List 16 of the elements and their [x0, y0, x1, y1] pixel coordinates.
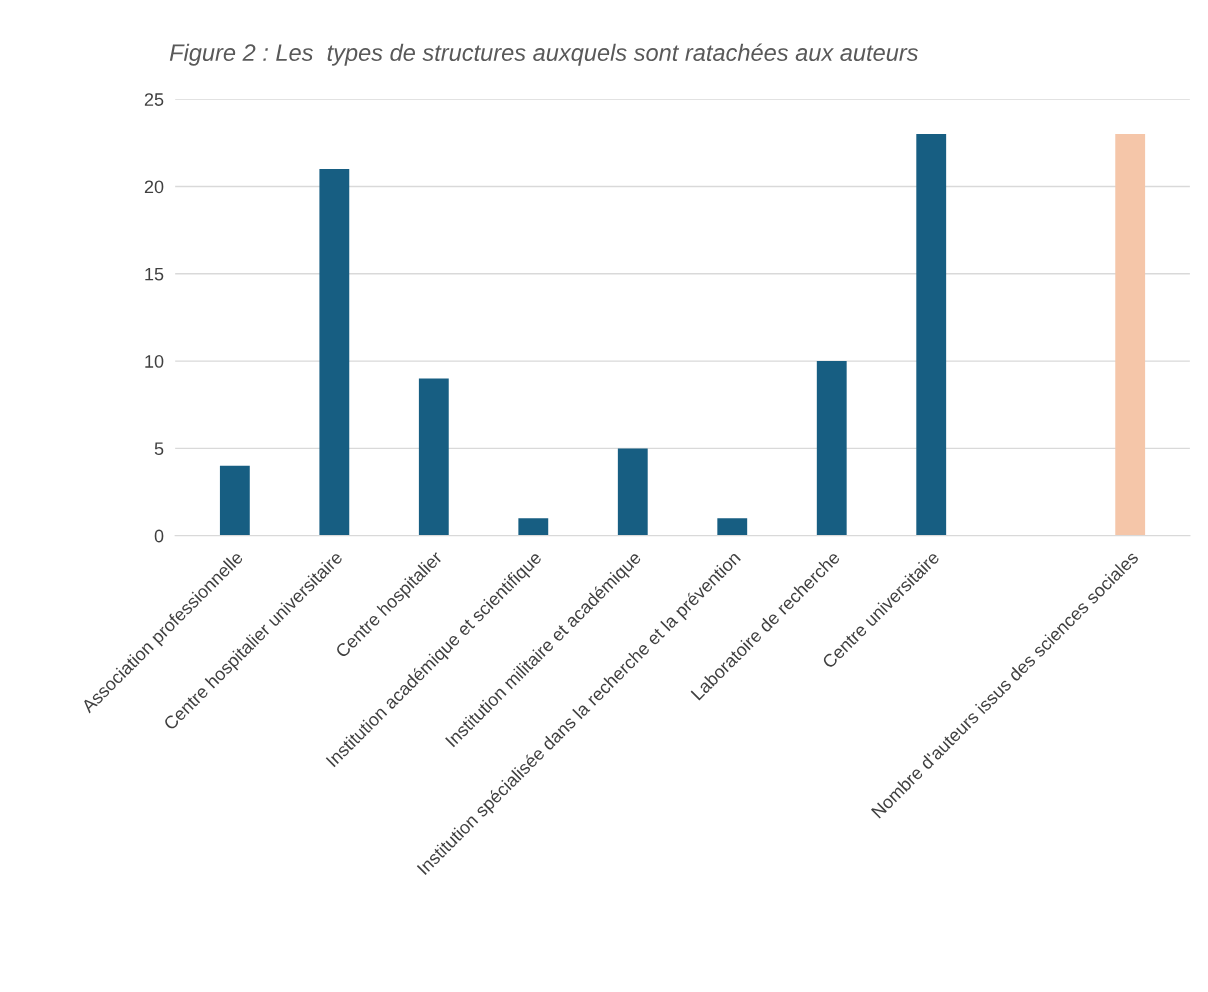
y-tick-label: 15 — [145, 267, 164, 281]
bar — [916, 134, 947, 536]
y-tick-label: 20 — [144, 180, 164, 194]
y-tick-label: 10 — [145, 355, 164, 368]
chart-title: Figure 2 : Les types de structures auxquels sont ratachées aux auteurs — [169, 43, 919, 66]
bar — [219, 465, 250, 536]
bar — [717, 518, 748, 536]
y-tick-label: 5 — [154, 442, 164, 456]
bar — [418, 378, 449, 536]
bar — [816, 361, 847, 536]
bar — [319, 169, 350, 536]
bar — [518, 518, 549, 536]
y-tick-label: 0 — [154, 529, 164, 543]
bar — [1115, 134, 1146, 536]
y-tick-label: 25 — [144, 93, 164, 106]
bar — [617, 448, 648, 536]
